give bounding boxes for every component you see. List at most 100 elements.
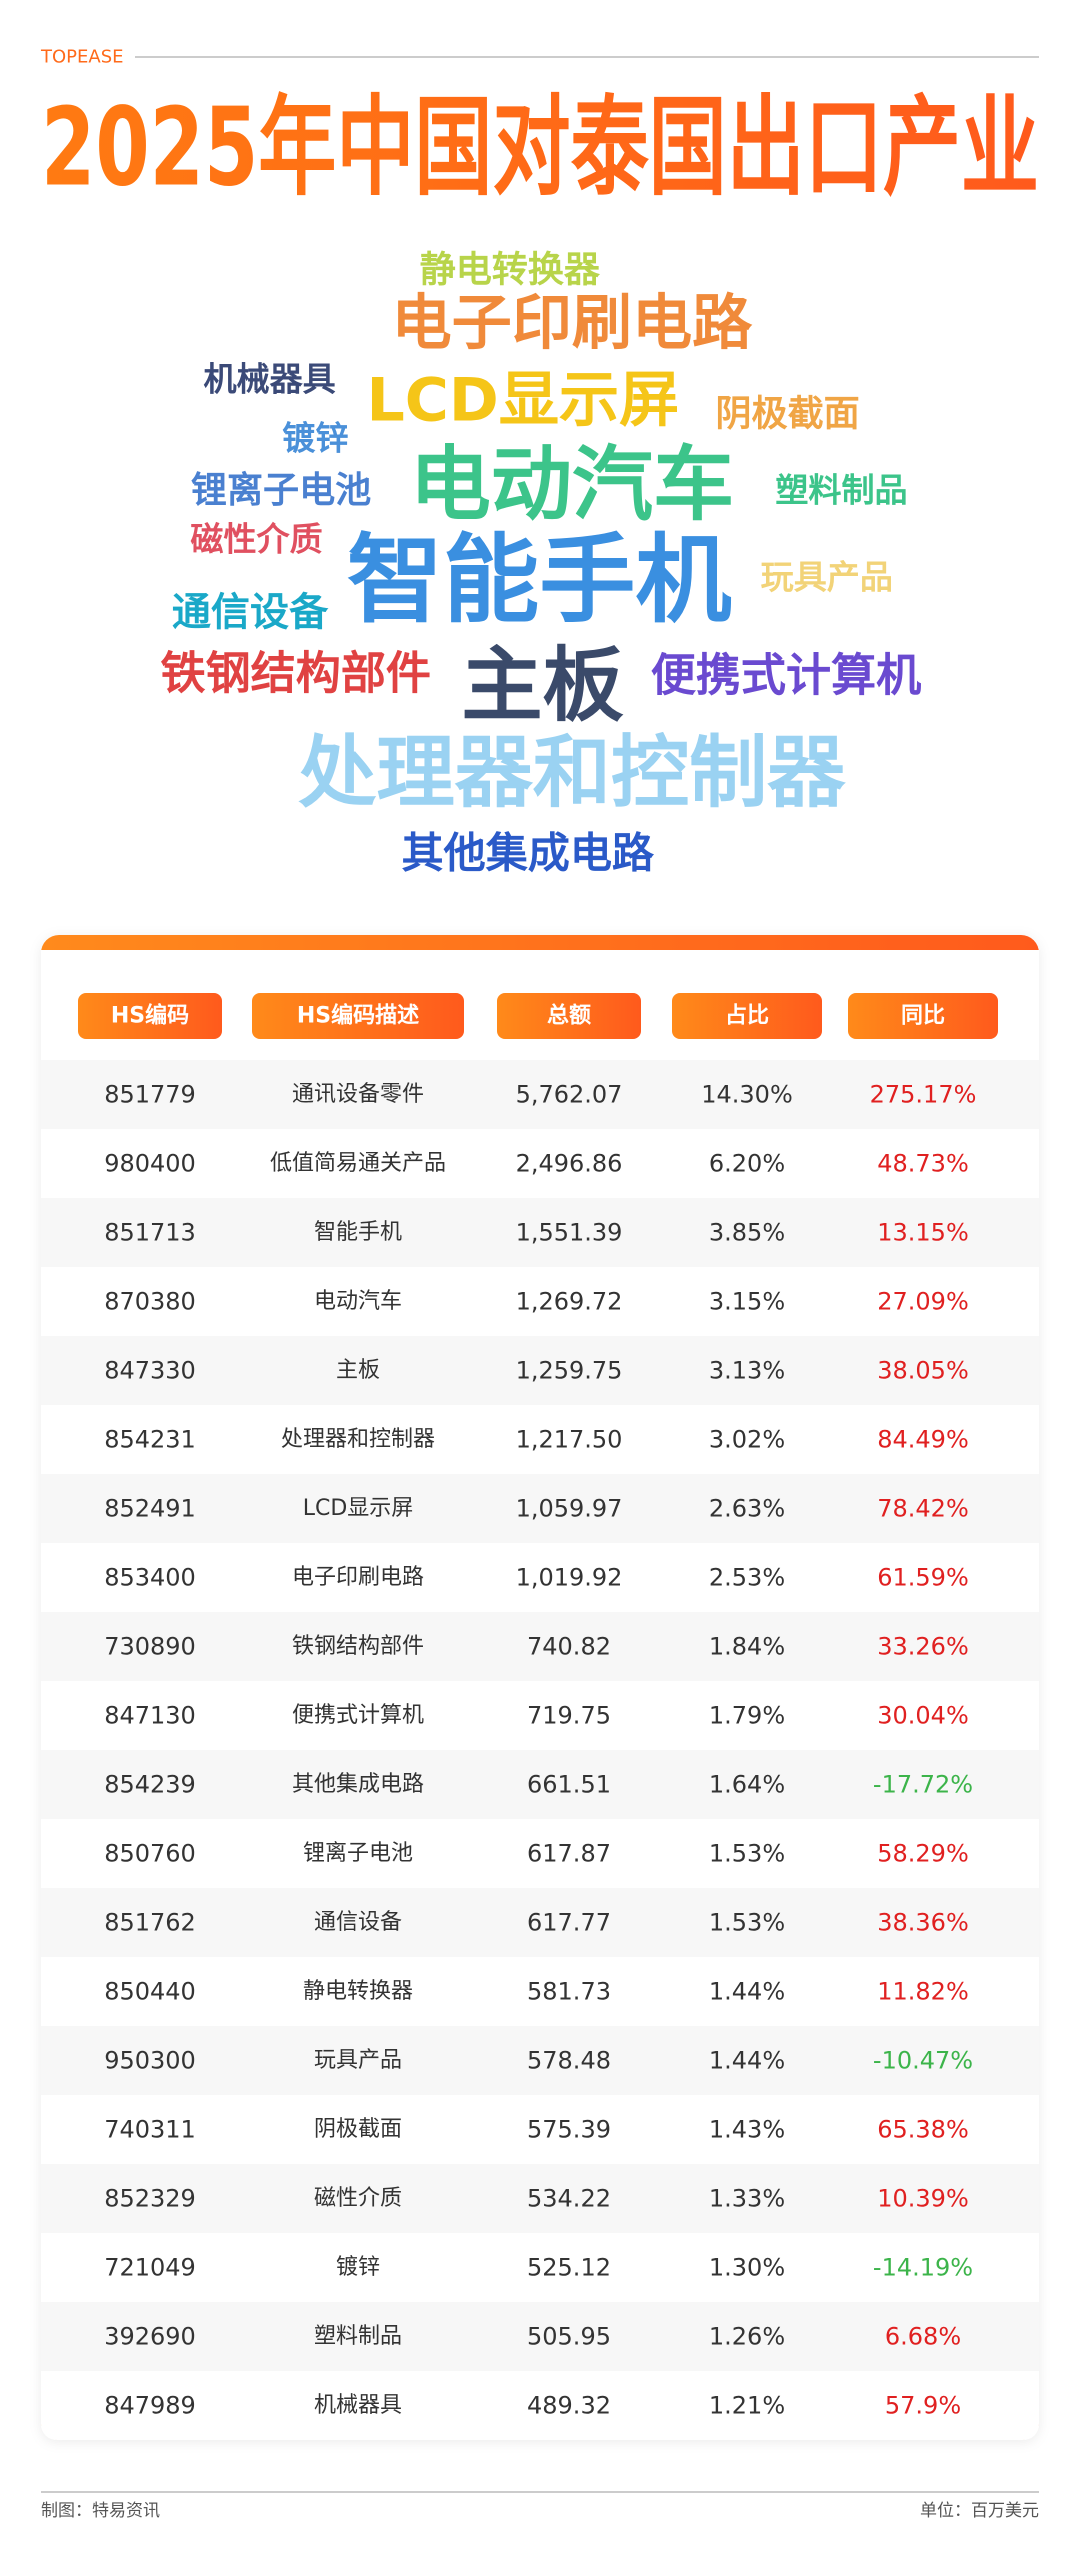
cell: LCD显示屏: [303, 1496, 414, 1521]
cell: 1.79%: [709, 1702, 785, 1730]
cell: 2.53%: [709, 1564, 785, 1592]
header-cell: HS编码: [111, 1003, 189, 1029]
cell: 1.30%: [709, 2254, 785, 2282]
cloud-word: LCD显示屏: [367, 365, 680, 435]
cell: 铁钢结构部件: [292, 1634, 424, 1659]
cloud-word: 玩具产品: [761, 557, 893, 596]
cell: 13.15%: [877, 1219, 969, 1247]
cell: 525.12: [527, 2254, 611, 2282]
cell: 57.9%: [885, 2392, 961, 2420]
cell: 智能手机: [314, 1220, 402, 1245]
cell: 721049: [104, 2254, 196, 2282]
cell: 1,059.97: [516, 1495, 623, 1523]
cell: 电子印刷电路: [292, 1565, 424, 1590]
header-pill: [78, 993, 222, 1039]
cell: 主板: [336, 1358, 380, 1383]
cell: 1,217.50: [516, 1426, 623, 1454]
cell: 850760: [104, 1840, 196, 1868]
cell: 1,551.39: [516, 1219, 623, 1247]
cell: 489.32: [527, 2392, 611, 2420]
cell: 847989: [104, 2392, 196, 2420]
cell: 2,496.86: [516, 1150, 623, 1178]
cell: 851779: [104, 1081, 196, 1109]
row-band: [41, 1060, 1039, 1129]
cell: 1.53%: [709, 1840, 785, 1868]
cell: 1.44%: [709, 1978, 785, 2006]
cell: 电动汽车: [314, 1289, 402, 1314]
cell: 1.44%: [709, 2047, 785, 2075]
cloud-word: 电子印刷电路: [392, 289, 754, 359]
cell: 10.39%: [877, 2185, 969, 2213]
cell: 38.05%: [877, 1357, 969, 1385]
cell: 1,019.92: [516, 1564, 623, 1592]
cell: 575.39: [527, 2116, 611, 2144]
cell: 950300: [104, 2047, 196, 2075]
row-band: [41, 1474, 1039, 1543]
cell: 通讯设备零件: [292, 1082, 424, 1107]
cloud-word: 磁性介质: [190, 520, 322, 559]
cloud-word: 阴极截面: [715, 392, 859, 434]
cell: 1.84%: [709, 1633, 785, 1661]
cloud-word: 静电转换器: [420, 249, 601, 291]
cell: 玩具产品: [314, 2048, 402, 2073]
cell: 850440: [104, 1978, 196, 2006]
cell: 处理器和控制器: [281, 1427, 435, 1452]
row-band: [41, 1336, 1039, 1405]
row-band: [41, 1750, 1039, 1819]
cell: 852329: [104, 2185, 196, 2213]
header-pill: [672, 993, 822, 1039]
cell: 2.63%: [709, 1495, 785, 1523]
cloud-word: 机械器具: [203, 360, 335, 399]
cell: 1.64%: [709, 1771, 785, 1799]
cell: 1.26%: [709, 2323, 785, 2351]
cell: 719.75: [527, 1702, 611, 1730]
cell: 锂离子电池: [303, 1841, 413, 1866]
cell: 3.15%: [709, 1288, 785, 1316]
cloud-word: 通信设备: [172, 590, 329, 635]
cell: 853400: [104, 1564, 196, 1592]
cell: 870380: [104, 1288, 196, 1316]
cell: 磁性介质: [314, 2186, 402, 2211]
cell: 578.48: [527, 2047, 611, 2075]
cell: 852491: [104, 1495, 196, 1523]
cell: 33.26%: [877, 1633, 969, 1661]
cell: -10.47%: [873, 2047, 973, 2075]
cloud-word: 镀锌: [282, 418, 348, 457]
row-band: [41, 2026, 1039, 2095]
header-pill: [497, 993, 641, 1039]
cell: 1.53%: [709, 1909, 785, 1937]
cell: 48.73%: [877, 1150, 969, 1178]
cloud-word: 主板: [461, 639, 623, 733]
row-band: [41, 2164, 1039, 2233]
cloud-word: 处理器和控制器: [298, 727, 846, 818]
cell: 730890: [104, 1633, 196, 1661]
cell: 14.30%: [701, 1081, 793, 1109]
header-cell: 总额: [547, 1003, 591, 1029]
cell: 740.82: [527, 1633, 611, 1661]
header-cell: 同比: [901, 1004, 945, 1029]
cell: -14.19%: [873, 2254, 973, 2282]
row-band: [41, 1198, 1039, 1267]
row-band: [41, 1888, 1039, 1957]
cell: 3.02%: [709, 1426, 785, 1454]
row-band: [41, 1612, 1039, 1681]
cell: 通信设备: [314, 1910, 402, 1935]
cell: 392690: [104, 2323, 196, 2351]
cell: 低值简易通关产品: [270, 1151, 446, 1176]
cell: 1.33%: [709, 2185, 785, 2213]
cell: 581.73: [527, 1978, 611, 2006]
cell: 275.17%: [870, 1081, 977, 1109]
cell: 1,259.75: [516, 1357, 623, 1385]
brand: TOPEASE: [40, 47, 124, 68]
cloud-word: 电动汽车: [410, 438, 735, 532]
header-pill: [848, 993, 998, 1039]
cloud-word: 锂离子电池: [191, 469, 371, 511]
cell: 851762: [104, 1909, 196, 1937]
cloud-word: 塑料制品: [775, 471, 907, 510]
cell: 740311: [104, 2116, 196, 2144]
cell: 27.09%: [877, 1288, 969, 1316]
cloud-word: 其他集成电路: [402, 828, 655, 877]
cell: 84.49%: [877, 1426, 969, 1454]
cell: 30.04%: [877, 1702, 969, 1730]
